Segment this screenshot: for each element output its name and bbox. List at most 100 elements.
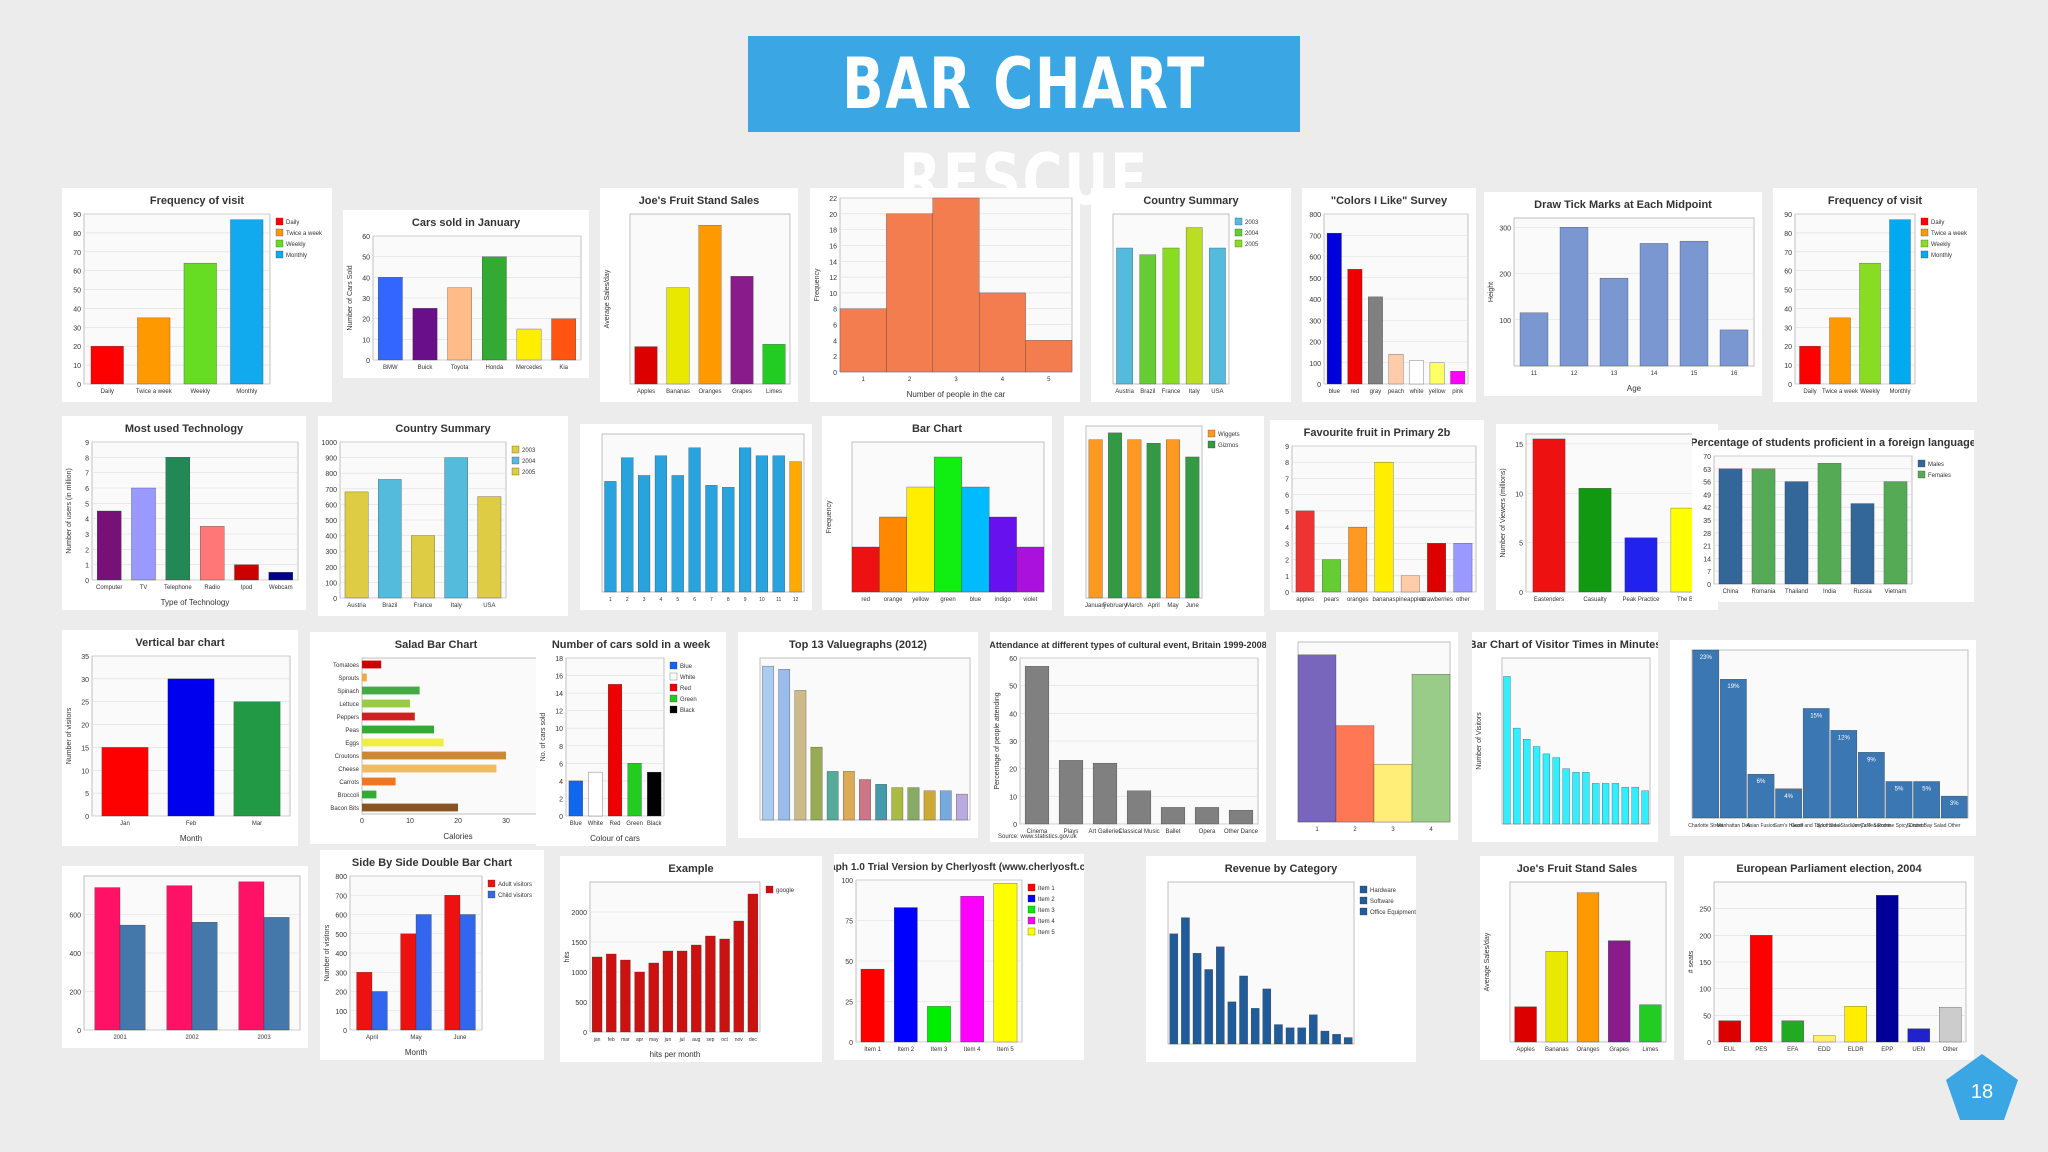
y-tick-label: 20 xyxy=(73,344,81,351)
category-label: Grapes xyxy=(1609,1047,1629,1053)
chart-title: Bar Chart of Visitor Times in Minutes xyxy=(1472,639,1658,651)
chart-svg: Revenue by Category Hardware Software Offic… xyxy=(1167,863,1416,1045)
y-tick-label: 150 xyxy=(1699,960,1711,967)
y-tick-label: 400 xyxy=(335,951,347,958)
category-label: Blue xyxy=(570,821,583,827)
y-tick-label: 8 xyxy=(1285,460,1289,467)
category-label: EPP xyxy=(1881,1047,1893,1053)
bar xyxy=(627,763,642,817)
bar xyxy=(722,487,735,593)
bar xyxy=(1146,443,1161,599)
bar xyxy=(1185,227,1203,385)
bar xyxy=(415,914,432,1031)
bar xyxy=(1088,439,1103,599)
bar xyxy=(691,944,702,1033)
chart-svg: Draw Tick Marks at Each Midpoint Age Heigh… xyxy=(1488,199,1755,393)
chart-svg: Bar Chart Frequency red orange yellow green bl… xyxy=(826,423,1045,603)
bar xyxy=(97,510,122,581)
category-label: Romania xyxy=(1751,589,1776,595)
bar xyxy=(1559,227,1589,367)
category-label: 15 xyxy=(1691,371,1698,377)
y-tick-label: 50 xyxy=(1009,684,1017,691)
category-label: Lettuce xyxy=(339,702,359,708)
bar xyxy=(634,346,658,385)
legend-swatch xyxy=(1920,250,1929,259)
bar xyxy=(960,896,984,1043)
category-label: Cheese xyxy=(338,767,359,773)
category-label: 1 xyxy=(862,377,866,383)
category-label: France xyxy=(414,603,433,609)
bar xyxy=(1108,432,1122,599)
bar xyxy=(1718,468,1743,585)
y-tick-label: 200 xyxy=(335,990,347,997)
legend-label: Weekly xyxy=(286,242,306,248)
bar xyxy=(1388,354,1404,385)
bar xyxy=(891,787,904,821)
chart-svg: Most used Technology Type of Technology Nu… xyxy=(66,423,299,607)
category-label: sep xyxy=(706,1037,714,1043)
y-tick-label: 4 xyxy=(833,338,837,345)
bar xyxy=(1513,727,1521,825)
bar xyxy=(621,457,634,593)
bar xyxy=(1719,329,1749,367)
chart-svg: 1 2 3 4 xyxy=(1297,641,1451,833)
bar xyxy=(234,564,259,581)
y-tick-label: 6 xyxy=(85,486,89,493)
bar xyxy=(739,447,752,593)
y-tick-label: 6 xyxy=(1285,493,1289,500)
category-label: Toyota xyxy=(451,365,469,371)
category-label: Monthly xyxy=(1889,389,1910,395)
chart-thumbnail: 23% 19% 6% 4% 15% 12% 9% 5% 5% 3% Charlotte Street… xyxy=(1670,640,1976,836)
category-label: January xyxy=(1085,603,1106,609)
category-label: Jerry's Tea Room xyxy=(1852,823,1891,829)
category-label: June xyxy=(453,1035,467,1041)
category-label: Brazil xyxy=(382,603,397,609)
data-label: 12% xyxy=(1838,735,1851,741)
chart-title: Attendance at different types of cultura… xyxy=(990,640,1266,650)
bar xyxy=(789,461,802,593)
x-axis-label: hits per month xyxy=(650,1050,701,1059)
y-tick-label: 500 xyxy=(325,518,337,525)
y-tick-label: 4 xyxy=(1285,525,1289,532)
bar xyxy=(979,292,1026,373)
bar xyxy=(1139,254,1157,385)
bar xyxy=(1181,917,1190,1045)
bar xyxy=(1679,240,1709,367)
y-tick-label: 7 xyxy=(85,471,89,478)
y-tick-label: 200 xyxy=(325,565,337,572)
bar xyxy=(230,219,264,385)
legend-swatch xyxy=(1234,239,1243,248)
chart-thumbnail: Frequency of visit 0 10 20 30 40 50 60 70 80 90 Dai… xyxy=(1773,188,1977,402)
y-tick-label: 300 xyxy=(325,549,337,556)
category-label: indigo xyxy=(995,597,1012,603)
bar xyxy=(516,328,542,361)
chart-title: Most used Technology xyxy=(125,423,244,435)
bar xyxy=(1127,439,1142,599)
y-tick-label: 0 xyxy=(1285,590,1289,597)
legend-label: Gizmos xyxy=(1218,443,1238,449)
legend-label: Weekly xyxy=(1931,242,1951,248)
bar xyxy=(1347,269,1363,385)
bar xyxy=(794,690,807,821)
y-tick-label: 0 xyxy=(1788,382,1792,389)
y-tick-label: 2 xyxy=(833,354,837,361)
category-label: Feb xyxy=(186,821,197,827)
legend-label: Monthly xyxy=(286,253,307,259)
source-note: Source: www.statistics.gov.uk xyxy=(998,834,1078,840)
bar xyxy=(607,684,623,817)
bar xyxy=(1582,772,1590,825)
legend-label: google xyxy=(776,888,795,894)
bar xyxy=(1209,247,1226,385)
legend-label: Males xyxy=(1928,462,1944,468)
chart-title: Country Summary xyxy=(395,423,491,435)
y-tick-label: 40 xyxy=(362,275,370,282)
category-label: EFA xyxy=(1787,1047,1798,1053)
y-tick-label: 30 xyxy=(1784,325,1792,332)
bar xyxy=(604,481,617,593)
y-tick-label: 80 xyxy=(73,231,81,238)
bar xyxy=(671,475,684,593)
bar xyxy=(1802,708,1830,819)
legend-label: Software xyxy=(1370,899,1394,905)
y-tick-label: 14 xyxy=(555,691,563,698)
legend-swatch xyxy=(511,456,520,465)
